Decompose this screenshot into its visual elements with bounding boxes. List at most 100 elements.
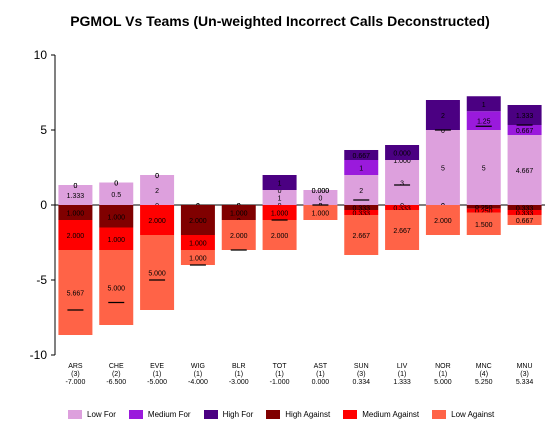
legend-label: Medium For (147, 409, 191, 419)
bar-segment (58, 205, 93, 220)
games-label: (1) (194, 371, 203, 378)
bar-segment (507, 104, 542, 125)
games-label: (3) (520, 371, 529, 378)
bar-segment (385, 160, 420, 205)
legend-item: Low For (68, 409, 116, 419)
x-tick-label: AST (314, 363, 328, 370)
bar-segment (344, 214, 379, 255)
bar-segment (385, 209, 420, 250)
bar-segment (180, 205, 215, 235)
data-label: 3 (400, 181, 404, 188)
bar-segment (466, 208, 501, 213)
x-tick-label: CHE (109, 363, 124, 370)
data-label: 2.667 (352, 233, 370, 240)
x-tick-label: NOR (435, 363, 451, 370)
bar-segment (507, 124, 542, 135)
x-tick-label: TOT (273, 363, 288, 370)
data-label: 2 (441, 113, 445, 120)
data-label: 0 (114, 181, 118, 188)
bar-segment (385, 145, 420, 160)
x-tick-label: LIV (397, 363, 408, 370)
bar-segment (180, 235, 215, 250)
bar-segment (466, 205, 501, 209)
legend-swatch (128, 409, 143, 419)
data-label: 1.25 (477, 119, 491, 126)
data-label: 0.667 (516, 128, 534, 135)
legend-swatch (343, 409, 358, 419)
bar-segment (425, 205, 460, 235)
bar-segment (262, 220, 297, 250)
bar-segment (221, 220, 256, 250)
data-label: 1.000 (312, 211, 330, 218)
bar-segment (507, 209, 542, 215)
data-label: 1.333 (67, 193, 85, 200)
bar-segment (344, 149, 379, 160)
data-label: 5.000 (107, 286, 125, 293)
data-label: 1.000 (107, 214, 125, 221)
games-label: (2) (112, 371, 121, 378)
net-label: -4.000 (188, 379, 208, 386)
games-label: (1) (153, 371, 162, 378)
legend-label: Medium Against (362, 409, 420, 419)
y-tick-label: 10 (34, 48, 48, 62)
data-label: 1 (482, 102, 486, 109)
data-label: 1.000 (67, 211, 85, 218)
data-label: 1.500 (475, 222, 493, 229)
data-label: 1.000 (189, 241, 207, 248)
legend: Low For Medium For High For High Against Med… (68, 407, 548, 421)
data-label: 1.333 (516, 113, 534, 120)
bar-segment (99, 227, 134, 250)
games-label: (3) (71, 371, 80, 378)
bar-segment (466, 96, 501, 112)
y-tick-label: 5 (40, 123, 47, 137)
bar-segment (99, 182, 134, 205)
data-label: 1.000 (230, 211, 248, 218)
bar-segment (466, 212, 501, 235)
bar-segment (140, 175, 175, 205)
data-label: 0 (155, 173, 159, 180)
data-label: 2.000 (67, 233, 85, 240)
x-tick-label: SUN (354, 363, 369, 370)
net-label: 0.000 (312, 379, 330, 386)
bar-segment (303, 190, 338, 205)
data-label: 2.000 (271, 233, 289, 240)
bar-segment (140, 235, 175, 310)
data-label: 2.000 (230, 233, 248, 240)
data-label: 0.333 (352, 210, 370, 217)
data-label: 2.667 (393, 228, 411, 235)
data-label: 0 (441, 128, 445, 135)
bar-segment (221, 205, 256, 220)
legend-label: High Against (285, 409, 331, 419)
data-label: 0.667 (352, 153, 370, 160)
bar-segment (262, 175, 297, 190)
bar-segment (466, 130, 501, 205)
bar-segment (58, 185, 93, 205)
data-label: 0.000 (312, 188, 330, 195)
data-label: 4.667 (516, 168, 534, 175)
data-label: 2.000 (434, 218, 452, 225)
x-tick-label: EVE (150, 363, 164, 370)
bar-segment (58, 250, 93, 336)
net-label: 5.000 (434, 379, 452, 386)
bar-segment (262, 205, 297, 220)
bar-segment (507, 214, 542, 225)
data-label: 0.250 (475, 209, 493, 216)
games-label: (1) (439, 371, 448, 378)
legend-label: Low For (87, 409, 116, 419)
data-label: 0 (318, 196, 322, 203)
data-label: 1.000 (271, 211, 289, 218)
data-label: 0.333 (516, 210, 534, 217)
net-label: -6.500 (106, 379, 126, 386)
games-label: (1) (316, 371, 325, 378)
data-label: 0.000 (312, 188, 330, 195)
x-tick-label: ARS (68, 363, 83, 370)
data-label: 1.000 (107, 237, 125, 244)
data-label: 0 (114, 181, 118, 188)
bar-segment (180, 250, 215, 265)
net-label: -7.000 (65, 379, 85, 386)
legend-swatch (203, 409, 218, 419)
games-label: (4) (479, 371, 488, 378)
net-label: 5.334 (516, 379, 534, 386)
bar-segment (344, 160, 379, 175)
data-label: 1 (278, 196, 282, 203)
